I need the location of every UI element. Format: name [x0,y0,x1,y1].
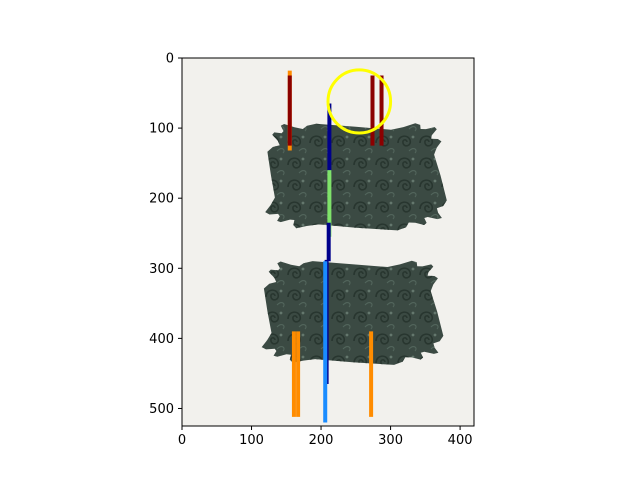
x-tick-label: 200 [309,433,334,448]
axes-frame [181,57,475,427]
y-tick-label: 500 [149,402,174,417]
y-axis: 0 100 200 300 400 500 [149,52,182,417]
jade-plaques [261,123,447,365]
x-tick-label: 0 [178,433,186,448]
x-tick-label: 400 [448,433,473,448]
annotation-circle [326,68,393,135]
y-tick-label: 200 [149,192,174,207]
upper-jade-plaque [265,123,447,231]
annotation-layer [287,68,393,423]
x-tick-label: 100 [239,433,264,448]
y-tick-label: 300 [149,262,174,277]
y-tick-label: 0 [166,52,174,67]
x-tick-label: 300 [378,433,403,448]
x-axis: 0 100 200 300 400 [178,426,473,448]
y-tick-label: 400 [149,332,174,347]
lower-jade-plaque [261,260,444,365]
y-tick-label: 100 [149,122,174,137]
